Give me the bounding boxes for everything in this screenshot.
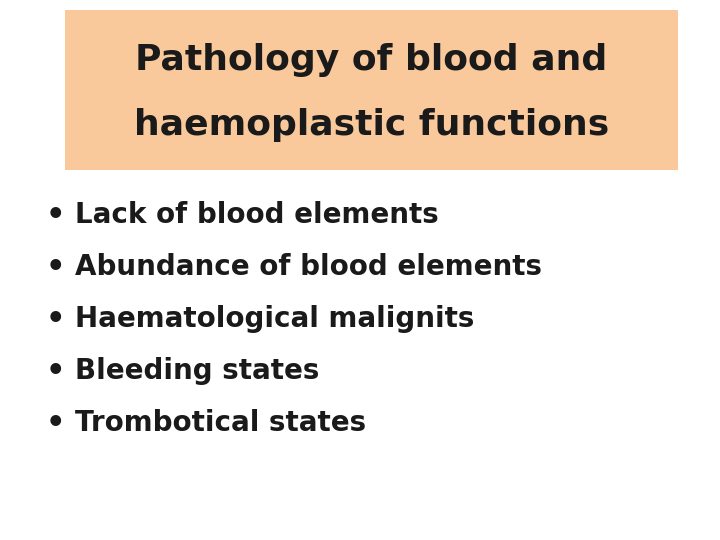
Text: •: • bbox=[45, 200, 65, 230]
Text: •: • bbox=[45, 356, 65, 386]
Text: Pathology of blood and: Pathology of blood and bbox=[135, 43, 608, 77]
Text: haemoplastic functions: haemoplastic functions bbox=[134, 108, 609, 142]
Text: •: • bbox=[45, 305, 65, 334]
Text: Lack of blood elements: Lack of blood elements bbox=[75, 201, 438, 229]
Text: Haematological malignits: Haematological malignits bbox=[75, 305, 474, 333]
Bar bbox=[65, 10, 678, 170]
Text: Bleeding states: Bleeding states bbox=[75, 357, 320, 385]
Text: Trombotical states: Trombotical states bbox=[75, 409, 366, 437]
Text: Abundance of blood elements: Abundance of blood elements bbox=[75, 253, 542, 281]
Text: •: • bbox=[45, 253, 65, 281]
Text: •: • bbox=[45, 408, 65, 437]
